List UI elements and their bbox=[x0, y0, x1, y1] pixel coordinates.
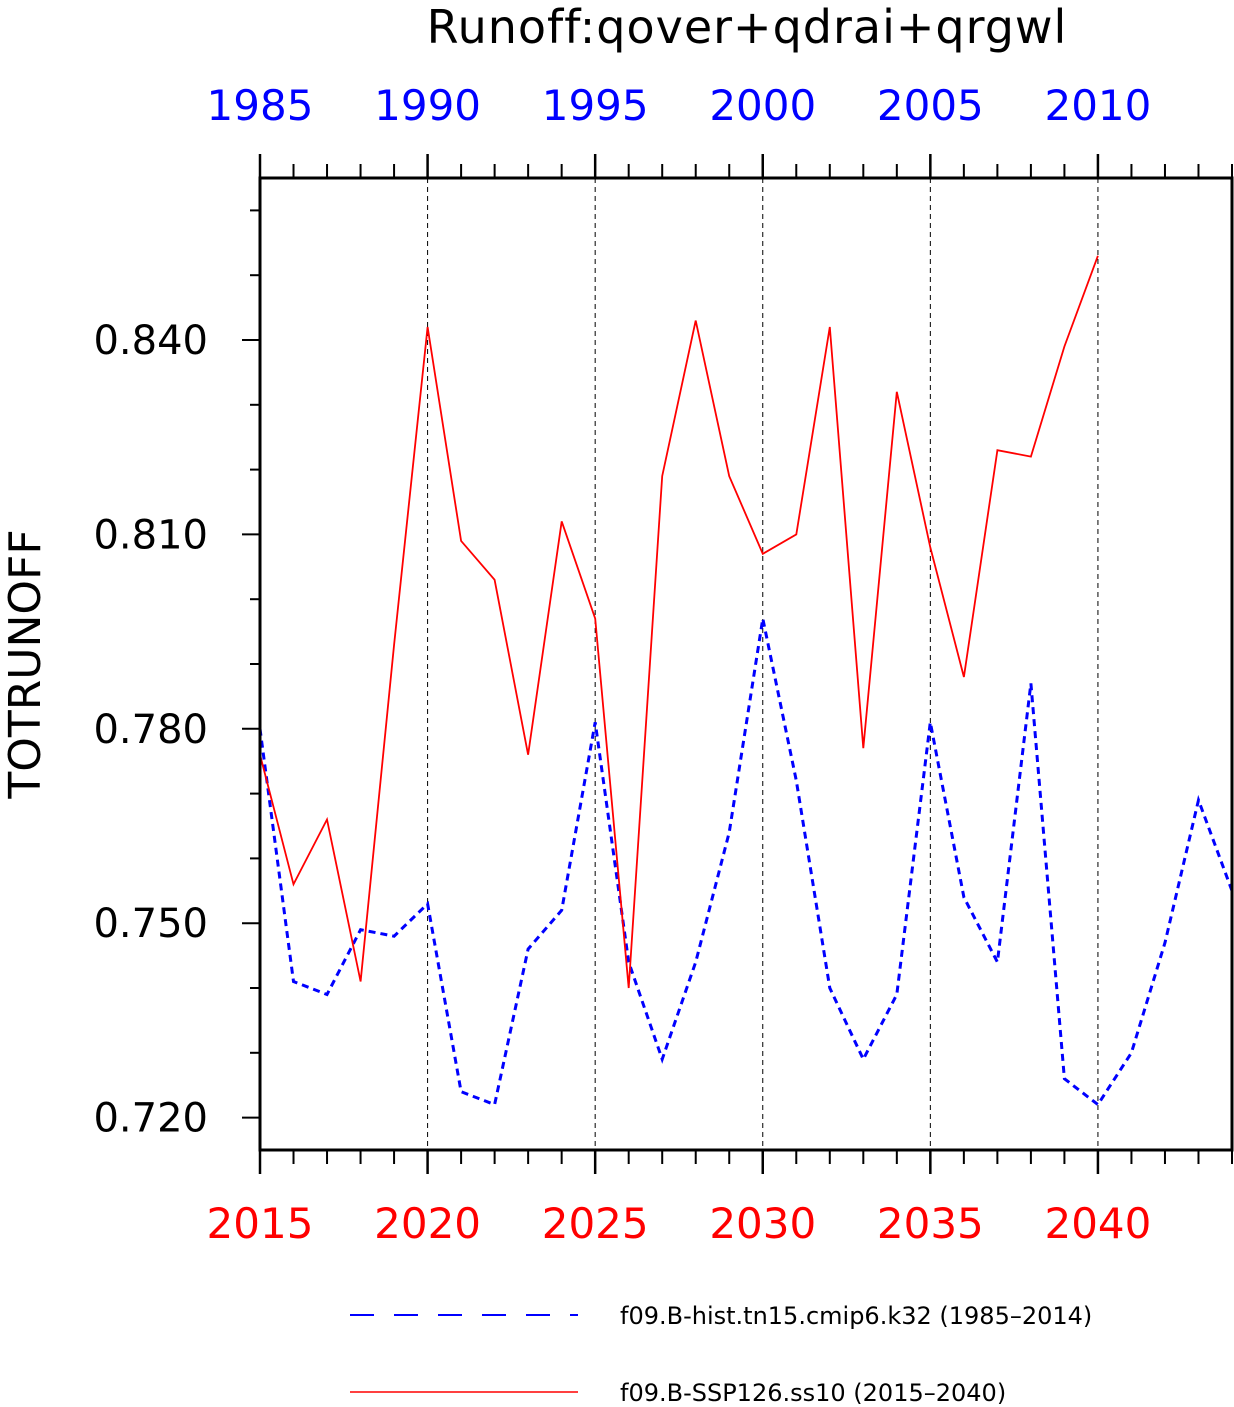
x-tick-label-bottom: 2015 bbox=[207, 1199, 314, 1248]
vertical-gridlines bbox=[427, 178, 1099, 1150]
tick-marks bbox=[242, 154, 1233, 1174]
x-tick-label-bottom: 2020 bbox=[374, 1199, 481, 1248]
chart-title: Runoff:qover+qdrai+qrgwl bbox=[427, 0, 1068, 54]
y-tick-label: 0.780 bbox=[93, 707, 208, 753]
x-tick-label-bottom: 2025 bbox=[542, 1199, 649, 1248]
y-tick-label: 0.810 bbox=[93, 512, 208, 558]
y-tick-label: 0.840 bbox=[93, 318, 208, 364]
x-tick-label-top: 2005 bbox=[877, 81, 984, 130]
x-tick-label-top: 2010 bbox=[1044, 81, 1151, 130]
series-line-1 bbox=[258, 618, 1234, 1107]
y-tick-label: 0.720 bbox=[93, 1096, 208, 1142]
legend-label-2: f09.B-SSP126.ss10 (2015–2040) bbox=[620, 1379, 1006, 1407]
x-tick-label-top: 1995 bbox=[542, 81, 649, 130]
series-line-2 bbox=[259, 255, 1099, 989]
x-tick-label-top: 2000 bbox=[709, 81, 816, 130]
legend-label-1: f09.B-hist.tn15.cmip6.k32 (1985–2014) bbox=[620, 1302, 1092, 1330]
y-tick-label: 0.750 bbox=[93, 901, 208, 947]
plot-frame bbox=[258, 176, 1234, 1152]
y-axis-label: TOTRUNOFF bbox=[0, 529, 51, 799]
x-tick-label-top: 1985 bbox=[207, 81, 314, 130]
top-axis-labels: 1985 1990 1995 2000 2005 2010 bbox=[207, 81, 1152, 130]
x-tick-label-bottom: 2040 bbox=[1044, 1199, 1151, 1248]
y-axis-tick-labels: 0.720 0.750 0.780 0.810 0.840 bbox=[93, 318, 208, 1142]
x-tick-label-bottom: 2035 bbox=[877, 1199, 984, 1248]
x-tick-label-top: 1990 bbox=[374, 81, 481, 130]
legend: f09.B-hist.tn15.cmip6.k32 (1985–2014) f09… bbox=[350, 1302, 1092, 1407]
series-lines bbox=[258, 255, 1234, 1107]
x-tick-label-bottom: 2030 bbox=[709, 1199, 816, 1248]
bottom-axis-labels: 2015 2020 2025 2030 2035 2040 bbox=[207, 1199, 1152, 1248]
